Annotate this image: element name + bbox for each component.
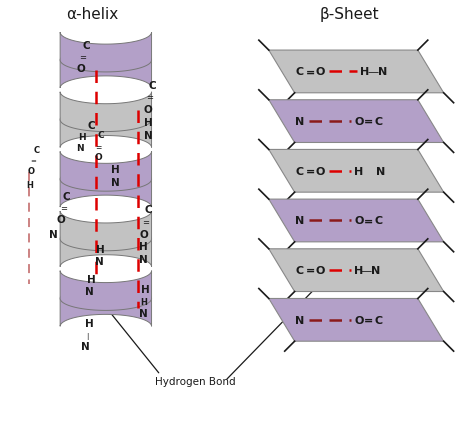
Text: β-Sheet: β-Sheet [319, 7, 379, 22]
Polygon shape [269, 51, 444, 94]
Text: O: O [77, 64, 85, 74]
Text: Hydrogen Bond: Hydrogen Bond [155, 376, 236, 386]
Text: N: N [81, 342, 90, 352]
Text: N: N [76, 144, 84, 153]
Text: H: H [78, 133, 86, 141]
Text: N: N [94, 256, 103, 266]
Text: H: H [84, 319, 93, 329]
Polygon shape [60, 271, 152, 311]
Text: =: = [306, 166, 315, 176]
Text: O: O [139, 229, 148, 239]
Text: =: = [80, 53, 86, 62]
Polygon shape [60, 287, 152, 326]
Text: O: O [28, 166, 35, 175]
Text: H: H [26, 180, 33, 189]
Polygon shape [60, 168, 152, 207]
Text: H: H [139, 241, 148, 251]
Polygon shape [60, 211, 152, 251]
Polygon shape [269, 299, 444, 342]
Text: N: N [295, 315, 304, 325]
Text: C: C [145, 204, 152, 214]
Text: N: N [84, 286, 93, 296]
Text: H: H [354, 266, 363, 276]
Text: =: = [306, 67, 315, 77]
Text: N: N [295, 117, 304, 127]
Text: =: = [95, 143, 101, 151]
Text: C: C [87, 120, 95, 130]
Text: C: C [149, 81, 156, 91]
Text: C: C [374, 315, 382, 325]
Text: C: C [62, 192, 70, 202]
Text: H: H [354, 166, 363, 176]
Text: C: C [295, 266, 304, 276]
Polygon shape [60, 92, 152, 132]
Text: N: N [111, 178, 120, 188]
Polygon shape [60, 33, 152, 73]
Polygon shape [60, 108, 152, 148]
Polygon shape [60, 49, 152, 89]
Text: O: O [143, 105, 152, 115]
Text: C: C [98, 131, 104, 140]
Text: N: N [139, 254, 148, 264]
Text: H: H [144, 117, 153, 127]
Text: H: H [360, 67, 369, 77]
Text: N: N [144, 130, 153, 140]
Text: O: O [355, 117, 364, 127]
Text: O: O [316, 166, 325, 176]
Text: =: = [146, 93, 153, 102]
Text: =: = [142, 218, 149, 227]
Text: =: = [364, 315, 373, 325]
Text: C: C [374, 117, 382, 127]
Text: —: — [361, 266, 372, 276]
Polygon shape [269, 101, 444, 143]
Polygon shape [269, 249, 444, 292]
Text: N: N [295, 216, 304, 226]
Text: O: O [355, 216, 364, 226]
Text: O: O [355, 315, 364, 325]
Text: N: N [139, 309, 148, 319]
Text: H: H [87, 274, 95, 284]
Text: =: = [364, 117, 373, 127]
Text: N: N [376, 166, 386, 176]
Text: N: N [378, 67, 388, 77]
Text: C: C [295, 67, 304, 77]
Polygon shape [269, 150, 444, 193]
Text: O: O [94, 152, 102, 161]
Text: C: C [295, 166, 304, 176]
Text: =: = [30, 158, 36, 164]
Text: =: = [364, 216, 373, 226]
Text: |: | [86, 332, 88, 339]
Text: —: — [367, 67, 379, 77]
Text: O: O [316, 266, 325, 276]
Text: C: C [82, 41, 90, 51]
Text: O: O [316, 67, 325, 77]
Text: C: C [33, 145, 39, 155]
Text: C: C [374, 216, 382, 226]
Text: N: N [49, 229, 57, 239]
Polygon shape [60, 227, 152, 267]
Polygon shape [269, 200, 444, 242]
Text: α-helix: α-helix [66, 7, 118, 22]
Text: =: = [306, 266, 315, 276]
Text: O: O [57, 214, 65, 224]
Text: H: H [97, 244, 105, 254]
Text: N: N [372, 266, 381, 276]
Text: H: H [140, 297, 147, 306]
Text: H: H [141, 284, 150, 294]
Text: =: = [60, 204, 67, 213]
Polygon shape [60, 152, 152, 192]
Text: H: H [111, 165, 120, 175]
